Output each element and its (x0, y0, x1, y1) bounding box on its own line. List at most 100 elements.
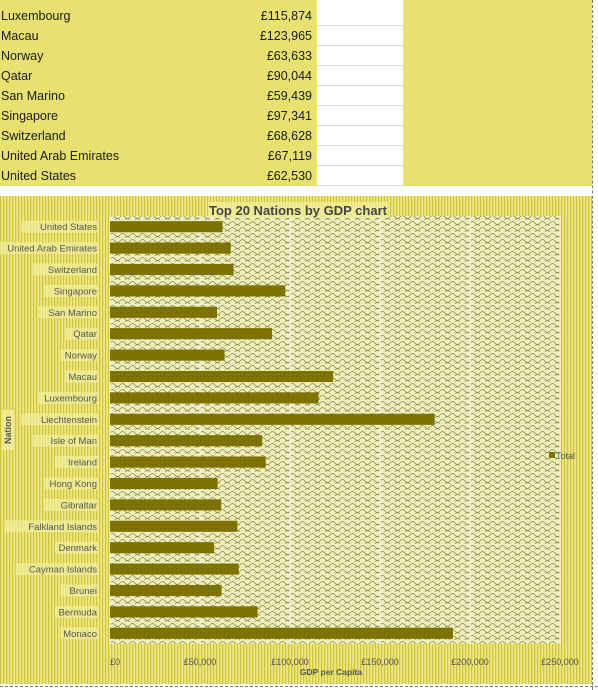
cell-gdp[interactable]: £115,874 (260, 9, 312, 23)
cell-nation[interactable]: Singapore (1, 109, 58, 123)
bar (110, 627, 453, 639)
cell-gdp[interactable]: £97,341 (266, 109, 312, 123)
chart-svg: United States United Arab Emirates Switzer… (0, 196, 592, 684)
bar (110, 242, 231, 254)
cell-gdp[interactable]: £123,965 (259, 29, 312, 43)
y-axis-label: Nation (3, 416, 13, 444)
cell-nation[interactable]: United Arab Emirates (1, 149, 120, 163)
bar (110, 435, 263, 447)
x-tick-label: £50,000 (184, 657, 217, 667)
cell-border (317, 125, 403, 126)
category-label: Norway (65, 351, 97, 362)
bar (110, 520, 238, 532)
cell-border (317, 45, 403, 46)
bar (110, 477, 218, 490)
bar (110, 328, 273, 340)
cell-border (317, 165, 403, 166)
sheet-row[interactable]: United States £62,530 (0, 166, 592, 186)
cell-nation[interactable]: Qatar (1, 69, 33, 83)
category-label-bg (54, 605, 98, 618)
category-label-bg (43, 498, 98, 511)
bar (110, 370, 334, 383)
sheet-row[interactable]: Switzerland £68,628 (0, 126, 592, 146)
chart-title: Top 20 Nations by GDP chart (209, 203, 388, 218)
bar (110, 584, 222, 597)
category-label-bg (66, 327, 98, 340)
cell-gdp[interactable]: £59,439 (266, 89, 312, 103)
cell-border (317, 145, 403, 146)
empty-cell[interactable] (317, 66, 403, 86)
empty-cell[interactable] (317, 106, 403, 126)
row-partial (0, 0, 592, 6)
x-axis-label: GDP per Capita (300, 667, 362, 677)
bar (110, 306, 217, 318)
cell-nation[interactable]: San Marino (1, 89, 65, 103)
x-tick-label: £0 (110, 657, 120, 667)
category-label: Switzerland (48, 265, 97, 276)
category-label: Gibraltar (61, 500, 97, 511)
plot-area (110, 216, 560, 644)
legend-label: Total (556, 451, 575, 461)
category-label: Cayman Islands (29, 565, 97, 576)
empty-cell[interactable] (317, 6, 403, 26)
sheet-row[interactable]: Luxembourg £115,874 (0, 6, 592, 26)
category-label-bg (54, 456, 98, 469)
bar (110, 456, 266, 468)
category-label-bg (54, 541, 98, 554)
sheet-row[interactable]: San Marino £59,439 (0, 86, 592, 106)
empty-cell[interactable] (317, 166, 403, 186)
cell-gdp[interactable]: £90,044 (266, 69, 312, 83)
category-label-bg (32, 434, 98, 447)
bar (110, 221, 223, 233)
bar (110, 285, 286, 297)
legend-swatch (549, 452, 555, 458)
category-label: Brunei (70, 586, 97, 597)
category-label: Falkland Islands (28, 522, 97, 533)
bar (110, 542, 215, 554)
bar (110, 606, 258, 618)
category-label-bg (60, 584, 98, 597)
empty-cell[interactable] (317, 46, 403, 66)
cell-gdp[interactable]: £63,633 (266, 49, 312, 63)
cell-nation[interactable]: Macau (1, 29, 39, 43)
cell-border (317, 105, 403, 106)
sheet-row[interactable]: Singapore £97,341 (0, 106, 592, 126)
gdp-bar-chart[interactable]: United States United Arab Emirates Switzer… (0, 196, 592, 684)
sheet-row[interactable]: Qatar £90,044 (0, 66, 592, 86)
empty-cell[interactable] (317, 126, 403, 146)
cell-gdp[interactable]: £62,530 (266, 169, 312, 183)
cell-nation[interactable]: United States (1, 169, 77, 183)
empty-cell[interactable] (317, 26, 403, 46)
x-tick-label: £100,000 (271, 657, 309, 667)
cell-gdp[interactable]: £68,628 (266, 129, 312, 143)
category-label-bg (0, 242, 98, 255)
category-label: United States (40, 222, 97, 233)
category-label-bg (38, 306, 98, 319)
category-label: Liechtenstein (41, 415, 97, 426)
bar (110, 392, 319, 404)
sheet-row[interactable]: Macau £123,965 (0, 26, 592, 46)
category-label-bg (60, 627, 98, 640)
category-label-bg (43, 284, 98, 297)
category-label-bg (4, 520, 98, 533)
category-label: Bermuda (58, 607, 97, 618)
cell-nation[interactable]: Switzerland (1, 129, 66, 143)
cell-gdp[interactable]: £67,119 (267, 149, 312, 163)
cell-border (317, 65, 403, 66)
category-label: Ireland (68, 458, 97, 469)
sheet-row[interactable]: United Arab Emirates £67,119 (0, 146, 592, 166)
category-label: Luxembourg (44, 393, 97, 404)
x-tick-label: £250,000 (541, 657, 579, 667)
cell-border (317, 25, 403, 26)
bar (110, 563, 239, 575)
empty-cell[interactable] (317, 146, 403, 166)
page-break-vertical (592, 0, 593, 690)
category-label: Denmark (58, 543, 97, 554)
page-break-horizontal (0, 686, 598, 687)
sheet-row[interactable]: Norway £63,633 (0, 46, 592, 66)
bar (110, 413, 435, 425)
empty-cell[interactable] (317, 86, 403, 106)
cell-nation[interactable]: Norway (1, 49, 44, 63)
cell-nation[interactable]: Luxembourg (1, 9, 71, 23)
bar (110, 349, 225, 361)
